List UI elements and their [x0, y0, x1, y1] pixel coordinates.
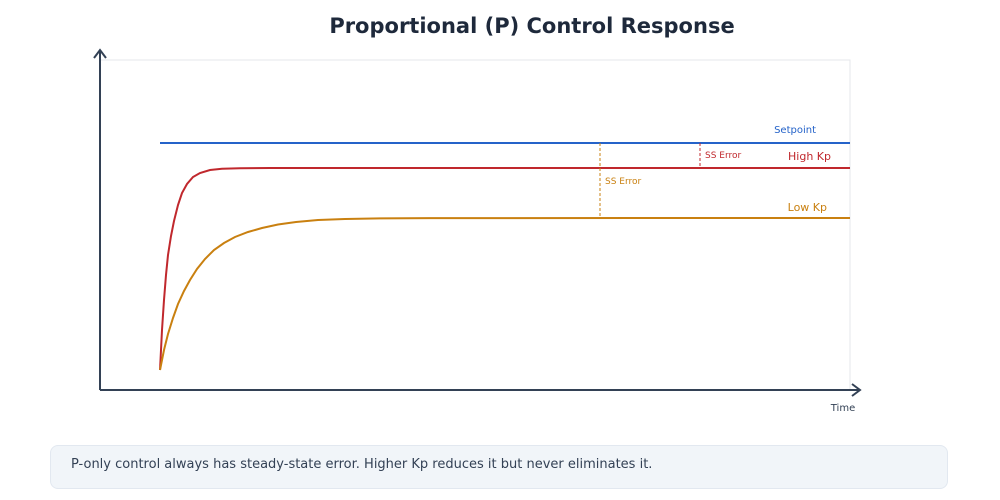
x-axis-arrow-icon: [851, 383, 862, 397]
plot-frame: [99, 59, 851, 391]
high-kp-label: High Kp: [788, 150, 831, 163]
low-kp-curve: [159, 217, 851, 371]
info-note: P-only control always has steady-state e…: [50, 445, 948, 489]
y-axis-arrow-icon: [93, 48, 107, 59]
setpoint-label: Setpoint: [774, 125, 816, 136]
x-axis-label: Time: [830, 403, 855, 414]
high-kp-ss-error-label: SS Error: [705, 151, 742, 161]
info-note-text: P-only control always has steady-state e…: [71, 457, 653, 472]
high-kp-curve: [159, 167, 850, 371]
low-kp-ss-error-label: SS Error: [605, 177, 642, 187]
chart-plot: Time Setpoint High Kp Low Kp SS Error SS…: [93, 48, 862, 414]
low-kp-label: Low Kp: [788, 201, 827, 214]
chart-title: Proportional (P) Control Response: [329, 14, 735, 38]
